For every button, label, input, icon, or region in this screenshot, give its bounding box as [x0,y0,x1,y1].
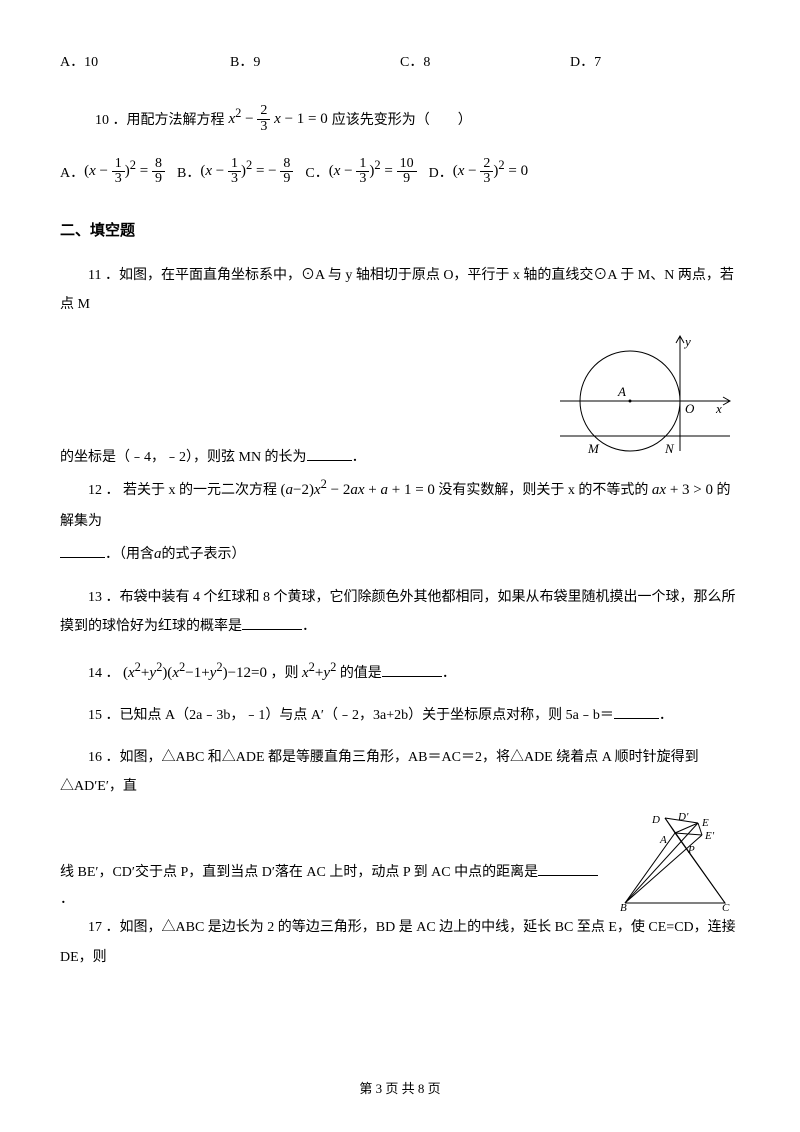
q10-opt-c: C． (x − 13)2 = 109 [305,154,416,187]
prev-question-options: A．10 B．9 C．8 D．7 [60,50,740,77]
q16-line1: 16 ．如图，△ABC 和△ADE 都是等腰直角三角形，AB＝AC＝2，将△AD… [60,743,740,802]
q10-a-expr: (x − 13)2 = 89 [84,154,165,187]
q17: 17 ．如图，△ABC 是边长为 2 的等边三角形，BD 是 AC 边上的中线，… [60,913,740,972]
q12-blank [60,543,105,558]
q16-diagram: B C A D D' E E' P [610,813,740,913]
q10-opt-a: A． (x − 13)2 = 89 [60,154,165,187]
q10-options: A． (x − 13)2 = 89 B． (x − 13)2 = − 89 C．… [60,154,740,187]
opt-b: B．9 [230,50,400,77]
q14-mid: ，则 [271,666,299,681]
q16-lbl-e: E [701,817,709,829]
q11-label-x: x [715,401,722,416]
q12-prefix: 12 ． 若关于 x 的一元二次方程 [88,483,277,498]
q11-diagram: y x A O M N [540,331,740,471]
q13-blank [242,615,302,630]
q11-line2-prefix: 的坐标是（﹣4，﹣2），则弦 MN 的长为 [60,450,307,465]
q14-target: x2+y2 [302,665,336,681]
q14-eq: (x2+y2)(x2−1+y2)−12=0 [123,665,267,681]
q12-suffix: 的式子表示） [162,547,246,562]
q13: 13 ．布袋中装有 4 个红球和 8 个黄球，它们除颜色外其他都相同，如果从布袋… [60,583,740,642]
q12-eq2: ax + 3 > 0 [652,482,713,498]
section-2-heading: 二、填空题 [60,217,740,246]
q12-suf-pre: ．（用含 [105,547,154,562]
q10-stem: 10 ．用配方法解方程 x2 − 23 x − 1 = 0 应该先变形为（ ） [60,102,740,135]
q15-blank [614,704,659,719]
q12-avar: a [154,546,162,562]
q11-blank [307,446,352,461]
q16-line2-b: ． [60,892,74,907]
q14-prefix: 14 ． [88,666,120,681]
q14-blank [382,662,442,677]
q15-end: ． [659,708,673,723]
q16-lbl-dp: D' [677,813,689,823]
q11-line2-suffix: ． [352,450,366,465]
q11-label-o: O [685,401,695,416]
page-footer: 第 3 页 共 8 页 [0,1077,800,1102]
q12-mid: 没有实数解，则关于 x 的不等式的 [438,483,648,498]
q12-eq1: (a−2)x2 − 2ax + a + 1 = 0 [281,482,435,498]
q16-line2-wrap: 线 BE′，CD′交于点 P，直到当点 D′落在 AC 上时，动点 P 到 AC… [60,813,740,913]
opt-d: D．7 [570,50,740,77]
q11-label-m: M [587,441,600,456]
q13-end: ． [302,619,316,634]
q14-suffix: 的值是 [340,666,382,681]
q16-lbl-b: B [620,902,627,913]
q10-prefix: 10 ．用配方法解方程 [95,108,225,135]
q10-a-label: A． [60,161,84,188]
q14: 14 ． (x2+y2)(x2−1+y2)−12=0 ，则 x2+y2 的值是 ． [60,654,740,690]
q13-text: 13 ．布袋中装有 4 个红球和 8 个黄球，它们除颜色外其他都相同，如果从布袋… [60,590,736,634]
q14-end: ． [442,666,456,681]
q10-equation: x2 − 23 x − 1 = 0 [229,102,328,135]
q10-c-expr: (x − 13)2 = 109 [329,154,417,187]
q12: 12 ． 若关于 x 的一元二次方程 (a−2)x2 − 2ax + a + 1… [60,471,740,536]
q10-b-expr: (x − 13)2 = − 89 [200,154,293,187]
q10-opt-d: D． (x − 23)2 = 0 [429,154,528,187]
q16-blank [538,861,598,876]
q11-line1: 11 ．如图，在平面直角坐标系中，⊙A 与 y 轴相切于原点 O，平行于 x 轴… [60,261,740,320]
q16-lbl-a: A [659,834,667,846]
q15-text: 15 ．已知点 A（2a﹣3b，﹣1）与点 A′（﹣2，3a+2b）关于坐标原点… [88,708,614,723]
q16-lbl-p: P [687,844,695,856]
q16-lbl-d: D [651,814,660,826]
q15: 15 ．已知点 A（2a﹣3b，﹣1）与点 A′（﹣2，3a+2b）关于坐标原点… [60,701,740,730]
q11-label-n: N [664,441,675,456]
q10-d-expr: (x − 23)2 = 0 [453,154,528,187]
q12-cont: ．（用含a的式子表示） [60,540,740,569]
q11-label-y: y [683,334,691,349]
q11-label-a: A [617,384,626,399]
q16-lbl-c: C [722,902,730,913]
q10-opt-b: B． (x − 13)2 = − 89 [177,154,293,187]
q16-line2-a: 线 BE′，CD′交于点 P，直到当点 D′落在 AC 上时，动点 P 到 AC… [60,865,538,880]
q10-suffix: 应该先变形为（ ） [332,108,472,135]
opt-c: C．8 [400,50,570,77]
q10-b-label: B． [177,161,200,188]
q10-c-label: C． [305,161,328,188]
opt-a: A．10 [60,50,230,77]
q11-line2-wrap: 的坐标是（﹣4，﹣2），则弦 MN 的长为 ． y x A O M N [60,331,740,471]
q10-d-label: D． [429,161,453,188]
q16-lbl-ep: E' [704,830,715,842]
